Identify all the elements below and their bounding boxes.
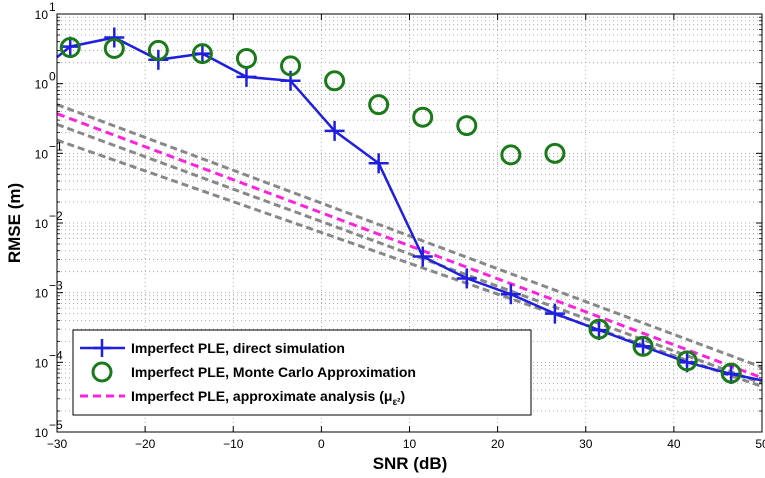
legend-box (72, 329, 532, 416)
monte-carlo-marker (103, 37, 125, 59)
x-tick-label: 50 (755, 437, 765, 451)
y-tick-label-exponent: −2 (49, 209, 63, 223)
y-tick-label-exponent: 0 (49, 70, 56, 84)
y-tick-label-base: 10 (35, 147, 49, 161)
legend-marker-monte-carlo (91, 361, 113, 383)
direct-simulation-marker (500, 284, 521, 305)
monte-carlo-marker (544, 142, 566, 164)
approximate-analysis-line (56, 112, 763, 380)
bound-line (56, 103, 763, 369)
y-tick-label-exponent: −3 (49, 279, 63, 293)
legend-label-monte-carlo: Imperfect PLE, Monte Carlo Approximation (131, 364, 416, 380)
x-tick-label: −30 (47, 437, 68, 451)
x-tick-label: −20 (135, 437, 156, 451)
y-tick-label-base: 10 (35, 426, 49, 440)
y-tick-label-exponent: −5 (49, 418, 63, 432)
direct-simulation-marker (368, 153, 389, 174)
monte-carlo-marker (676, 350, 698, 372)
direct-simulation-marker (456, 268, 477, 289)
y-tick-label-exponent: −1 (49, 139, 63, 153)
direct-simulation-marker (192, 43, 213, 64)
direct-simulation-marker (324, 120, 345, 141)
direct-simulation-marker (236, 66, 257, 87)
y-tick-label: 100 (35, 70, 56, 92)
legend-label-direct: Imperfect PLE, direct simulation (131, 340, 345, 356)
monte-carlo-marker (59, 37, 81, 59)
direct-simulation-marker (633, 336, 654, 357)
y-tick-label: 10−5 (35, 418, 63, 440)
monte-carlo-marker (632, 335, 654, 357)
monte-carlo-marker (280, 55, 302, 77)
y-tick-label-base: 10 (35, 287, 49, 301)
direct-simulation-marker (104, 27, 125, 48)
axis-ticks: −30−20−100102030405010−510−410−310−210−1… (35, 0, 765, 451)
monte-carlo-marker (412, 106, 434, 128)
y-axis-label: RMSE (m) (5, 183, 24, 263)
y-tick-label-exponent: 1 (49, 0, 56, 14)
x-tick-label: 30 (579, 437, 593, 451)
y-tick-label-base: 10 (35, 356, 49, 370)
monte-carlo-marker (191, 43, 213, 65)
y-tick-label-base: 10 (35, 78, 49, 92)
x-tick-label: −10 (223, 437, 244, 451)
data-series (56, 27, 763, 385)
monte-carlo-marker (235, 47, 257, 69)
monte-carlo-marker (720, 362, 742, 384)
y-tick-label-base: 10 (35, 8, 49, 22)
bound-line (56, 122, 763, 385)
monte-carlo-marker (368, 94, 390, 116)
x-tick-label: 20 (491, 437, 505, 451)
x-tick-label: 40 (667, 437, 681, 451)
legend-label-approx: Imperfect PLE, approximate analysis (με²… (131, 388, 405, 408)
x-axis-label: SNR (dB) (373, 454, 448, 473)
x-tick-label: 0 (318, 437, 325, 451)
y-tick-label: 10−3 (35, 279, 63, 301)
direct-simulation-marker (412, 246, 433, 267)
y-tick-label: 10−4 (35, 348, 63, 370)
direct-simulation-marker (544, 303, 565, 324)
y-tick-label-exponent: −4 (49, 348, 63, 362)
legend: Imperfect PLE, direct simulation Imperfec… (72, 329, 532, 416)
monte-carlo-marker (456, 115, 478, 137)
monte-carlo-marker (588, 318, 610, 340)
y-tick-label: 10−2 (35, 209, 63, 231)
x-tick-label: 10 (403, 437, 417, 451)
monte-carlo-marker (324, 70, 346, 92)
monte-carlo-marker (147, 39, 169, 61)
y-tick-label-base: 10 (35, 217, 49, 231)
y-tick-label: 101 (35, 0, 56, 22)
monte-carlo-marker (500, 144, 522, 166)
y-tick-label: 10−1 (35, 139, 63, 161)
